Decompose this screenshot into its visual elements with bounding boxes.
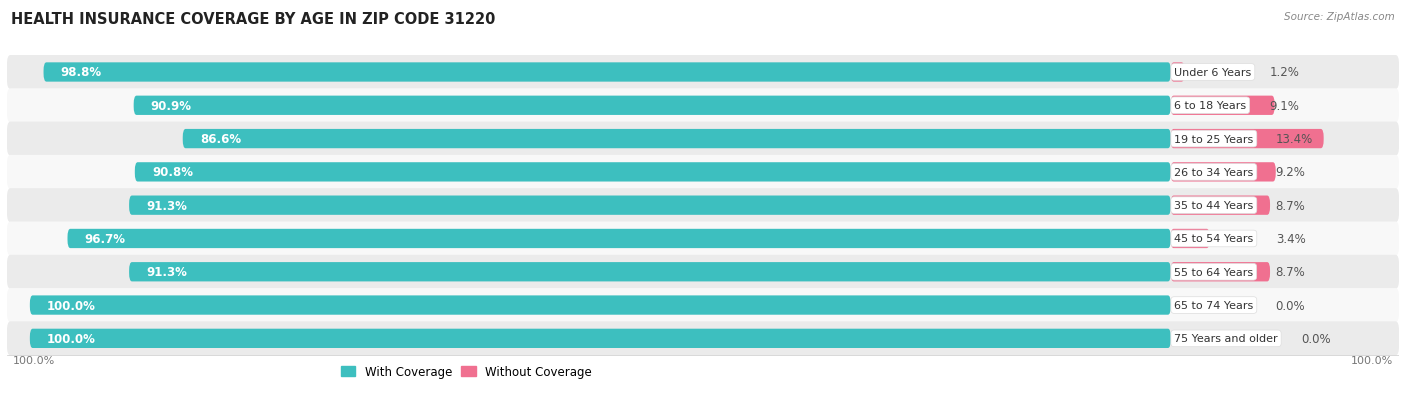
Text: 96.7%: 96.7%: [84, 233, 125, 245]
FancyBboxPatch shape: [7, 156, 1399, 190]
FancyBboxPatch shape: [67, 229, 1171, 249]
Text: 3.4%: 3.4%: [1275, 233, 1306, 245]
FancyBboxPatch shape: [135, 163, 1171, 182]
FancyBboxPatch shape: [1171, 196, 1270, 215]
FancyBboxPatch shape: [134, 96, 1171, 116]
Text: 90.9%: 90.9%: [150, 100, 191, 112]
Text: 26 to 34 Years: 26 to 34 Years: [1174, 167, 1254, 178]
Text: Under 6 Years: Under 6 Years: [1174, 68, 1251, 78]
Text: 55 to 64 Years: 55 to 64 Years: [1174, 267, 1253, 277]
Text: 75 Years and older: 75 Years and older: [1174, 334, 1278, 344]
FancyBboxPatch shape: [7, 189, 1399, 223]
FancyBboxPatch shape: [30, 329, 1171, 348]
Text: 86.6%: 86.6%: [200, 133, 240, 146]
Text: 45 to 54 Years: 45 to 54 Years: [1174, 234, 1254, 244]
Text: 100.0%: 100.0%: [46, 299, 96, 312]
FancyBboxPatch shape: [7, 122, 1399, 156]
Text: 90.8%: 90.8%: [152, 166, 193, 179]
Text: 100.0%: 100.0%: [1351, 355, 1393, 365]
Text: 13.4%: 13.4%: [1275, 133, 1313, 146]
Text: 0.0%: 0.0%: [1275, 299, 1305, 312]
FancyBboxPatch shape: [7, 288, 1399, 322]
FancyBboxPatch shape: [1171, 163, 1275, 182]
FancyBboxPatch shape: [1171, 263, 1270, 282]
Text: 1.2%: 1.2%: [1270, 66, 1299, 79]
Text: 35 to 44 Years: 35 to 44 Years: [1174, 201, 1254, 211]
FancyBboxPatch shape: [7, 222, 1399, 256]
FancyBboxPatch shape: [30, 296, 1171, 315]
Text: 100.0%: 100.0%: [46, 332, 96, 345]
Text: 100.0%: 100.0%: [13, 355, 55, 365]
Legend: With Coverage, Without Coverage: With Coverage, Without Coverage: [336, 360, 596, 383]
FancyBboxPatch shape: [129, 263, 1171, 282]
FancyBboxPatch shape: [7, 56, 1399, 90]
Text: 8.7%: 8.7%: [1275, 266, 1306, 279]
Text: Source: ZipAtlas.com: Source: ZipAtlas.com: [1284, 12, 1395, 22]
FancyBboxPatch shape: [1171, 63, 1184, 83]
Text: 9.2%: 9.2%: [1275, 166, 1306, 179]
Text: HEALTH INSURANCE COVERAGE BY AGE IN ZIP CODE 31220: HEALTH INSURANCE COVERAGE BY AGE IN ZIP …: [11, 12, 496, 27]
Text: 8.7%: 8.7%: [1275, 199, 1306, 212]
Text: 98.8%: 98.8%: [60, 66, 101, 79]
FancyBboxPatch shape: [7, 322, 1399, 356]
FancyBboxPatch shape: [1171, 229, 1209, 249]
Text: 9.1%: 9.1%: [1270, 100, 1299, 112]
FancyBboxPatch shape: [183, 130, 1171, 149]
Text: 65 to 74 Years: 65 to 74 Years: [1174, 300, 1254, 310]
FancyBboxPatch shape: [1171, 96, 1275, 116]
FancyBboxPatch shape: [129, 196, 1171, 215]
FancyBboxPatch shape: [7, 255, 1399, 289]
Text: 91.3%: 91.3%: [146, 199, 187, 212]
FancyBboxPatch shape: [7, 89, 1399, 123]
FancyBboxPatch shape: [1171, 130, 1323, 149]
Text: 0.0%: 0.0%: [1301, 332, 1330, 345]
Text: 6 to 18 Years: 6 to 18 Years: [1174, 101, 1246, 111]
Text: 91.3%: 91.3%: [146, 266, 187, 279]
FancyBboxPatch shape: [44, 63, 1171, 83]
Text: 19 to 25 Years: 19 to 25 Years: [1174, 134, 1254, 144]
